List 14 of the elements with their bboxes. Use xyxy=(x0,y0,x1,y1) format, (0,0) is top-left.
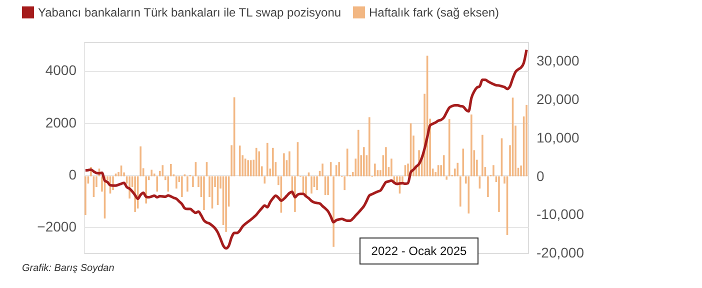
annotation: 2022 - Ocak 2025 xyxy=(371,244,468,258)
legend-label: Yabancı bankaların Türk bankaları ile TL swap pozisyonu xyxy=(38,5,342,20)
y2-tick-label: 0 xyxy=(536,168,544,184)
legend-label: Haftalık fark (sağ eksen) xyxy=(369,5,500,20)
y2-tick-label: -20,000 xyxy=(536,244,584,260)
y2-tick-label: 30,000 xyxy=(536,52,580,69)
y2-tick-label: -10,000 xyxy=(536,206,584,222)
y2-tick-label: 10,000 xyxy=(536,129,580,146)
y-tick-label: 4000 xyxy=(45,62,77,78)
text: Grafik: Barış Soydan xyxy=(22,263,115,274)
y-tick-label: −2000 xyxy=(37,218,77,234)
y-tick-label: 0 xyxy=(68,166,77,182)
y2-tick-label: 20,000 xyxy=(536,91,580,108)
y-tick-label: 2000 xyxy=(45,114,77,130)
